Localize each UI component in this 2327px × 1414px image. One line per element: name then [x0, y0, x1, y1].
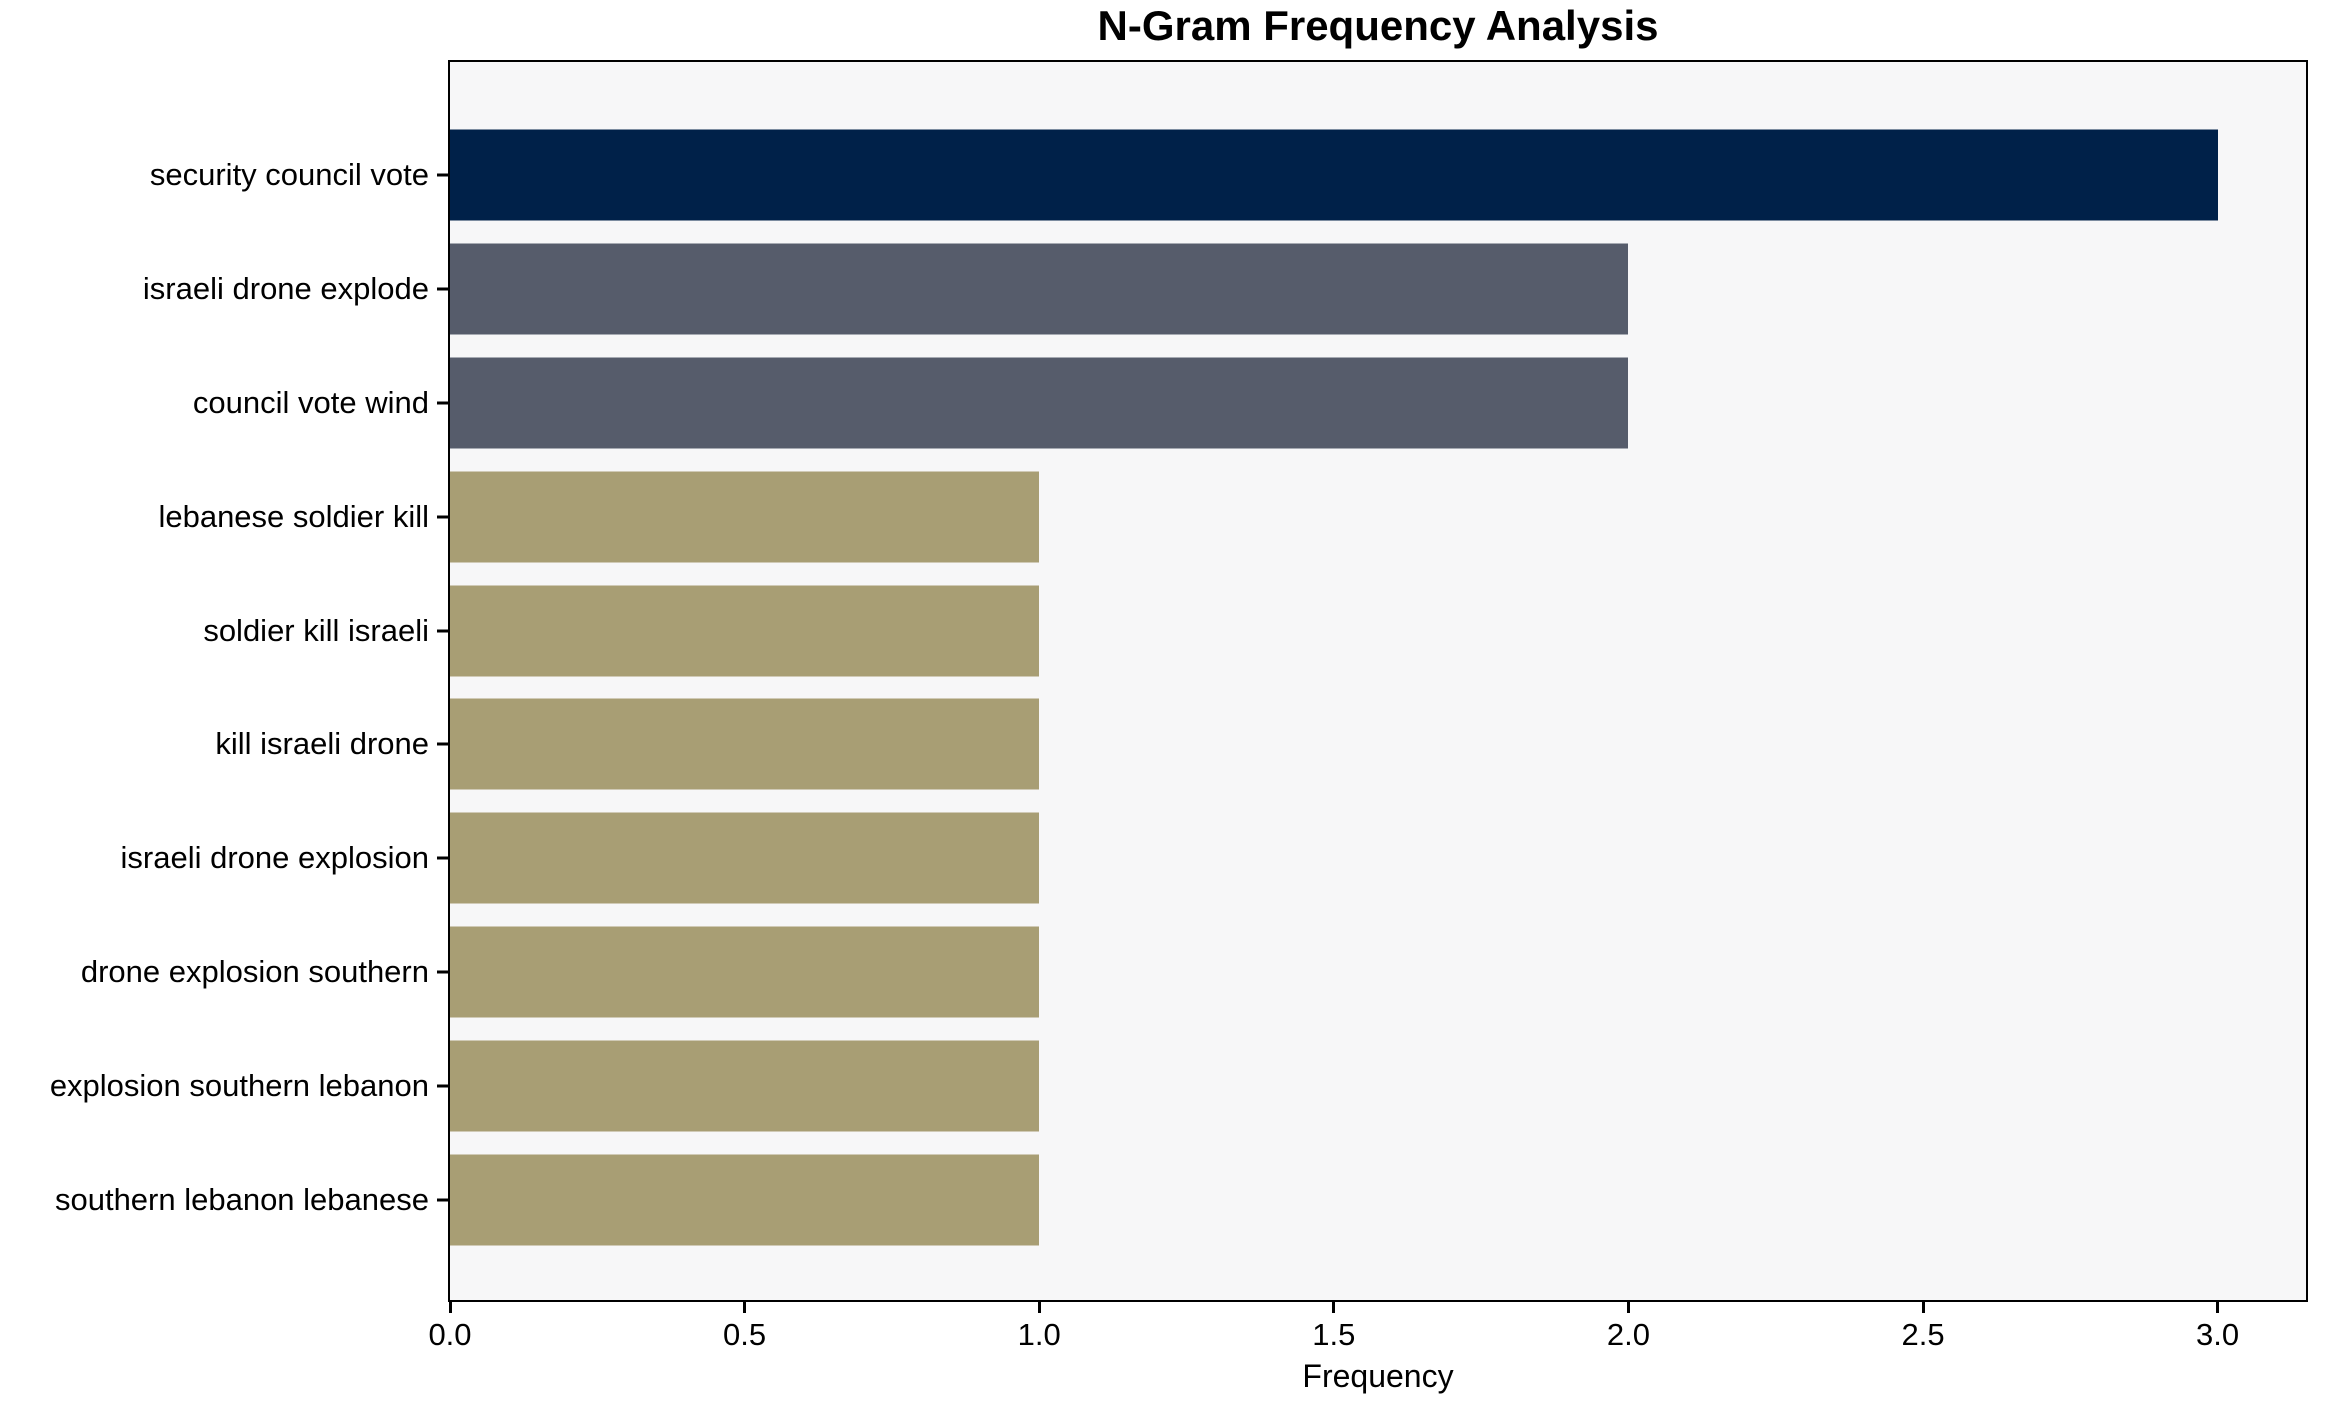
y-tick-mark [437, 629, 450, 633]
y-tick-label: israeli drone explode [142, 270, 429, 306]
y-tick-mark [437, 515, 450, 519]
x-tick-mark [1626, 1300, 1630, 1313]
x-tick-mark [1037, 1300, 1041, 1313]
bar [450, 1040, 1040, 1132]
y-tick-label: kill israeli drone [215, 726, 429, 762]
y-tick-mark [437, 856, 450, 860]
bars-rows: security council vote israeli drone explo… [50, 62, 2306, 1300]
bar [450, 698, 1040, 790]
y-tick-label: southern lebanon lebanese [54, 1182, 429, 1218]
bar-row: security council vote [150, 118, 2306, 232]
bar-row: soldier kill israeli [203, 574, 2306, 688]
bar [450, 129, 2218, 221]
y-tick-mark [437, 1084, 450, 1088]
x-tick-label: 1.0 [1017, 1317, 1061, 1352]
bar-row: lebanese soldier kill [158, 460, 2306, 574]
plot-area: security council vote israeli drone explo… [50, 60, 2308, 1352]
bar-row: explosion southern lebanon [50, 1029, 2306, 1143]
bar-row: kill israeli drone [215, 688, 2306, 802]
y-tick-label: lebanese soldier kill [158, 498, 429, 534]
y-tick-mark [437, 742, 450, 746]
y-tick-label: drone explosion southern [80, 954, 429, 990]
x-tick-label: 2.0 [1606, 1317, 1650, 1352]
bar-row: southern lebanon lebanese [55, 1143, 2306, 1257]
y-tick-mark [437, 970, 450, 974]
x-tick-mark [2216, 1300, 2220, 1313]
y-tick-mark [437, 1198, 450, 1202]
y-tick-label: council vote wind [192, 384, 429, 420]
x-tick-label: 3.0 [2196, 1317, 2240, 1352]
x-tick-label: 1.5 [1312, 1317, 1356, 1352]
bar [450, 1154, 1040, 1246]
y-tick-label: israeli drone explosion [120, 840, 429, 876]
bar-row: drone explosion southern [81, 915, 2306, 1029]
bar-row: israeli drone explode [143, 232, 2306, 346]
x-tick-mark [1921, 1300, 1925, 1313]
y-tick-label: soldier kill israeli [203, 612, 429, 648]
bar [450, 926, 1040, 1018]
chart-title: N-Gram Frequency Analysis [1097, 2, 1659, 49]
x-tick-mark [448, 1300, 452, 1313]
y-tick-label: security council vote [149, 156, 429, 192]
x-tick-mark [743, 1300, 747, 1313]
x-tick-label: 2.5 [1901, 1317, 1945, 1352]
x-tick-label: 0.0 [428, 1317, 472, 1352]
y-tick-mark [437, 401, 450, 405]
y-tick-mark [437, 287, 450, 291]
bar [450, 812, 1040, 904]
y-tick-label: explosion southern lebanon [49, 1068, 429, 1104]
bar [450, 357, 1629, 449]
bar [450, 585, 1040, 677]
x-tick-label: 0.5 [723, 1317, 767, 1352]
bar-row: council vote wind [193, 346, 2306, 460]
bar-row: israeli drone explosion [121, 801, 2306, 915]
x-tick-mark [1332, 1300, 1336, 1313]
bar [450, 243, 1629, 335]
bar [450, 471, 1040, 563]
y-tick-mark [437, 173, 450, 177]
x-axis-label: Frequency [1302, 1358, 1454, 1394]
